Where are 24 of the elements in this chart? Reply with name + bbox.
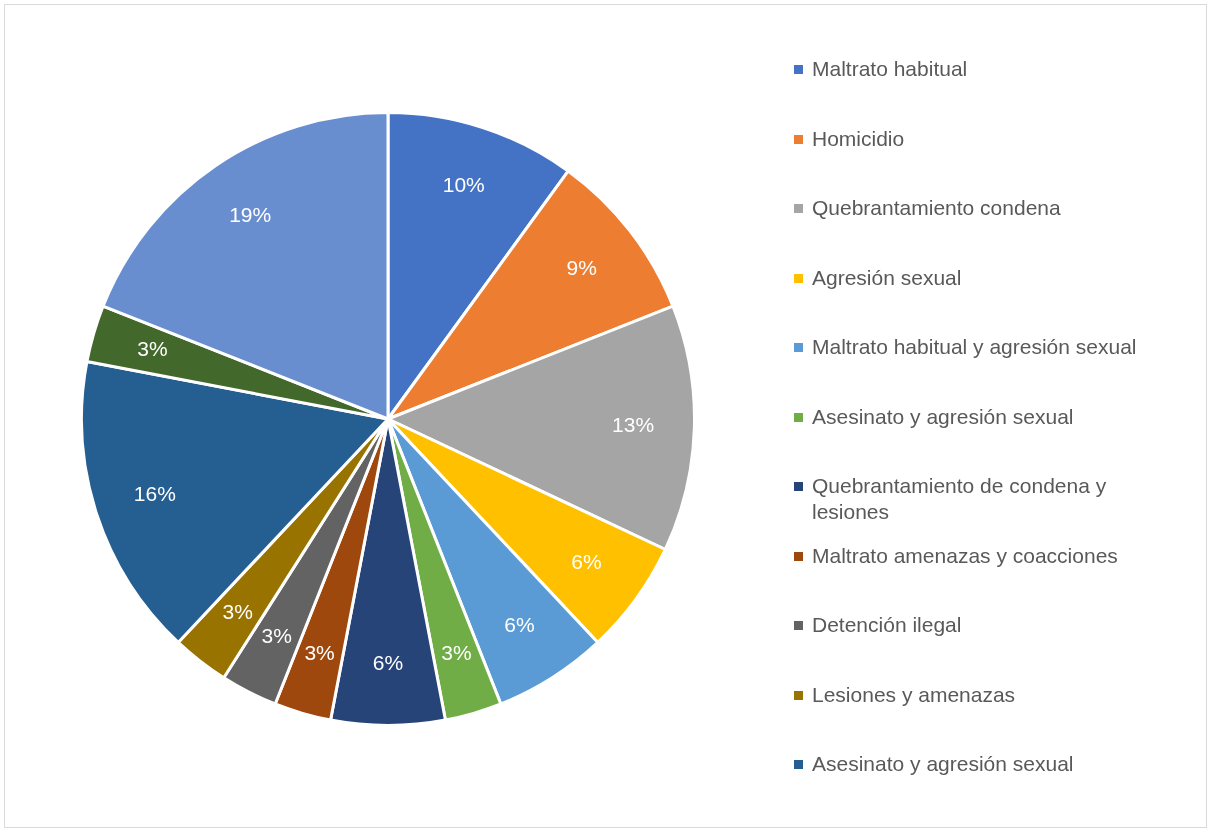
data-label: 3% (441, 641, 472, 665)
data-label: 9% (566, 255, 597, 279)
data-label: 19% (229, 203, 272, 226)
data-label: 3% (137, 337, 168, 361)
legend-label: Agresión sexual (812, 264, 962, 291)
data-label: 3% (304, 641, 335, 665)
legend-label: Asesinato y agresión sexual (812, 751, 1074, 777)
data-label: 16% (133, 481, 176, 505)
legend-label: Asesinato y agresión sexual (812, 403, 1074, 430)
legend-label: Lesiones y amenazas (812, 681, 1016, 708)
data-label: 6% (504, 612, 535, 636)
legend-label: Maltrato amenazas y coacciones (812, 542, 1118, 569)
legend-label: Maltrato habitual y agresión sexual (812, 334, 1137, 360)
legend-label: Quebrantamiento de condena y lesiones (812, 473, 1108, 525)
data-label: 6% (372, 651, 404, 674)
data-label: 3% (222, 599, 253, 623)
legend-label: Homicidio (812, 125, 905, 152)
legend-label: Maltrato habitual (812, 56, 968, 82)
data-label: 13% (612, 413, 655, 437)
data-label: 6% (571, 549, 602, 573)
data-label: 10% (442, 172, 485, 196)
legend-label: Quebrantamiento condena (812, 195, 1061, 221)
legend-label: Detención ilegal (812, 612, 962, 638)
data-label: 3% (261, 624, 292, 648)
